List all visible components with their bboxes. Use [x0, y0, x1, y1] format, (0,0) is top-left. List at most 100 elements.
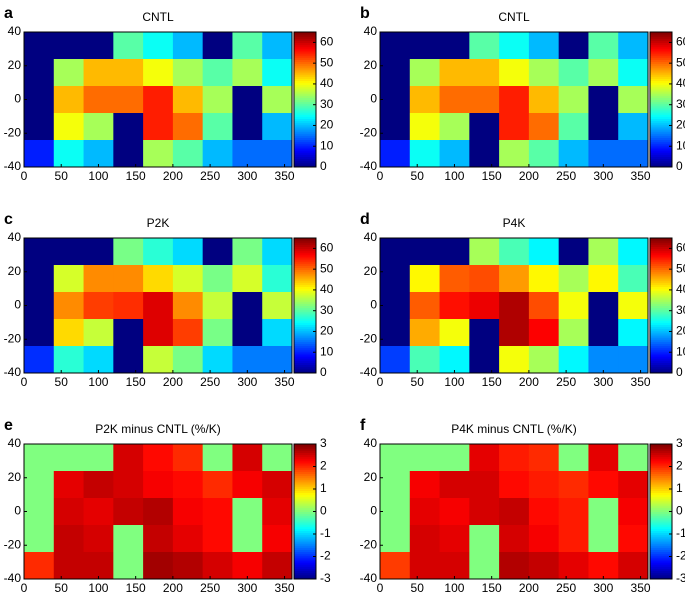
- colorbar-tick-label: 50: [676, 55, 685, 69]
- colorbar-frame: [293, 237, 317, 374]
- colorbar-step: [294, 158, 316, 162]
- heat-cell: [558, 319, 589, 347]
- heat-cell: [172, 471, 204, 499]
- x-tick-label: 350: [631, 169, 651, 183]
- colorbar-step: [650, 78, 672, 82]
- colorbar-step: [650, 513, 672, 517]
- colorbar-step: [294, 135, 316, 138]
- panel-title: CNTL: [498, 10, 530, 24]
- heat-cell: [618, 292, 649, 320]
- colorbar-step: [650, 557, 672, 561]
- colorbar-step: [650, 530, 672, 534]
- colorbar-step: [294, 261, 316, 264]
- colorbar-step: [650, 572, 672, 576]
- colorbar-step: [294, 59, 316, 63]
- heat-cell: [113, 319, 144, 347]
- heat-cell: [113, 498, 144, 526]
- heat-cell: [53, 86, 85, 114]
- heat-cell: [143, 140, 174, 168]
- heat-cell: [202, 319, 233, 347]
- colorbar-step: [650, 534, 672, 538]
- colorbar-step: [294, 93, 316, 96]
- colorbar-step: [294, 69, 316, 73]
- heat-cell: [409, 498, 441, 526]
- colorbar-step: [650, 154, 672, 157]
- colorbar-step: [650, 524, 672, 527]
- heat-cell: [409, 238, 441, 266]
- colorbar-step: [294, 486, 316, 489]
- heat-cell: [83, 113, 114, 141]
- x-tick-label: 300: [237, 581, 257, 595]
- x-tick-label: 0: [377, 581, 384, 595]
- colorbar-step: [650, 120, 672, 124]
- colorbar-step: [650, 95, 672, 98]
- x-tick-label: 100: [88, 581, 108, 595]
- heat-cell: [409, 319, 441, 347]
- colorbar-step: [650, 444, 672, 447]
- colorbar-step: [650, 519, 672, 523]
- heat-cell: [380, 552, 411, 580]
- x-tick-label: 50: [55, 375, 69, 389]
- heat-cell: [469, 471, 500, 499]
- heat-cell: [439, 32, 470, 60]
- heat-cell: [172, 238, 204, 266]
- colorbar-step: [650, 65, 672, 69]
- colorbar-step: [650, 517, 672, 521]
- y-tick-label: 20: [8, 58, 22, 72]
- colorbar-step: [294, 574, 316, 578]
- colorbar-step: [294, 160, 316, 164]
- colorbar-step: [294, 444, 316, 447]
- x-tick-label: 100: [444, 375, 464, 389]
- colorbar-step: [294, 150, 316, 153]
- colorbar-step: [294, 330, 316, 334]
- colorbar-step: [650, 454, 672, 458]
- heat-cell: [588, 265, 619, 293]
- heat-cell: [113, 292, 144, 320]
- heat-cell: [499, 238, 530, 266]
- colorbar-step: [650, 465, 672, 468]
- heat-cell: [380, 238, 411, 266]
- heat-cell: [588, 113, 619, 141]
- colorbar-step: [294, 538, 316, 542]
- colorbar-step: [650, 271, 672, 275]
- colorbar-tick-label: 20: [676, 324, 685, 338]
- colorbar-step: [294, 95, 316, 98]
- x-tick-label: 150: [126, 581, 146, 595]
- colorbar-step: [294, 294, 316, 298]
- colorbar-step: [294, 284, 316, 288]
- heat-cell: [24, 346, 55, 374]
- colorbar-step: [294, 358, 316, 361]
- colorbar-step: [650, 273, 672, 277]
- colorbar-step: [650, 475, 672, 479]
- colorbar-tick-label: 0: [320, 365, 327, 379]
- colorbar-step: [294, 288, 316, 292]
- heat-cell: [83, 86, 114, 114]
- heat-cell: [143, 346, 174, 374]
- heat-cell: [469, 319, 500, 347]
- colorbar-step: [650, 88, 672, 92]
- panel-title: CNTL: [142, 10, 174, 24]
- colorbar-step: [294, 88, 316, 92]
- heat-cell: [528, 319, 560, 347]
- heat-cell: [588, 498, 619, 526]
- colorbar-step: [294, 101, 316, 105]
- colorbar-step: [650, 61, 672, 65]
- heat-cell: [143, 86, 174, 114]
- colorbar-step: [650, 99, 672, 103]
- colorbar-step: [650, 42, 672, 46]
- colorbar-step: [294, 469, 316, 472]
- colorbar-step: [294, 481, 316, 485]
- heat-cell: [83, 59, 114, 87]
- colorbar-step: [650, 50, 672, 54]
- colorbar-step: [294, 341, 316, 344]
- colorbar-step: [650, 549, 672, 553]
- heat-cell: [113, 552, 144, 580]
- colorbar-step: [294, 311, 316, 315]
- colorbar-step: [294, 513, 316, 517]
- colorbar-step: [650, 318, 672, 321]
- colorbar-step: [650, 143, 672, 147]
- colorbar-step: [294, 490, 316, 494]
- y-tick-label: 40: [364, 24, 378, 38]
- heat-cell: [83, 471, 114, 499]
- heat-cell: [558, 498, 589, 526]
